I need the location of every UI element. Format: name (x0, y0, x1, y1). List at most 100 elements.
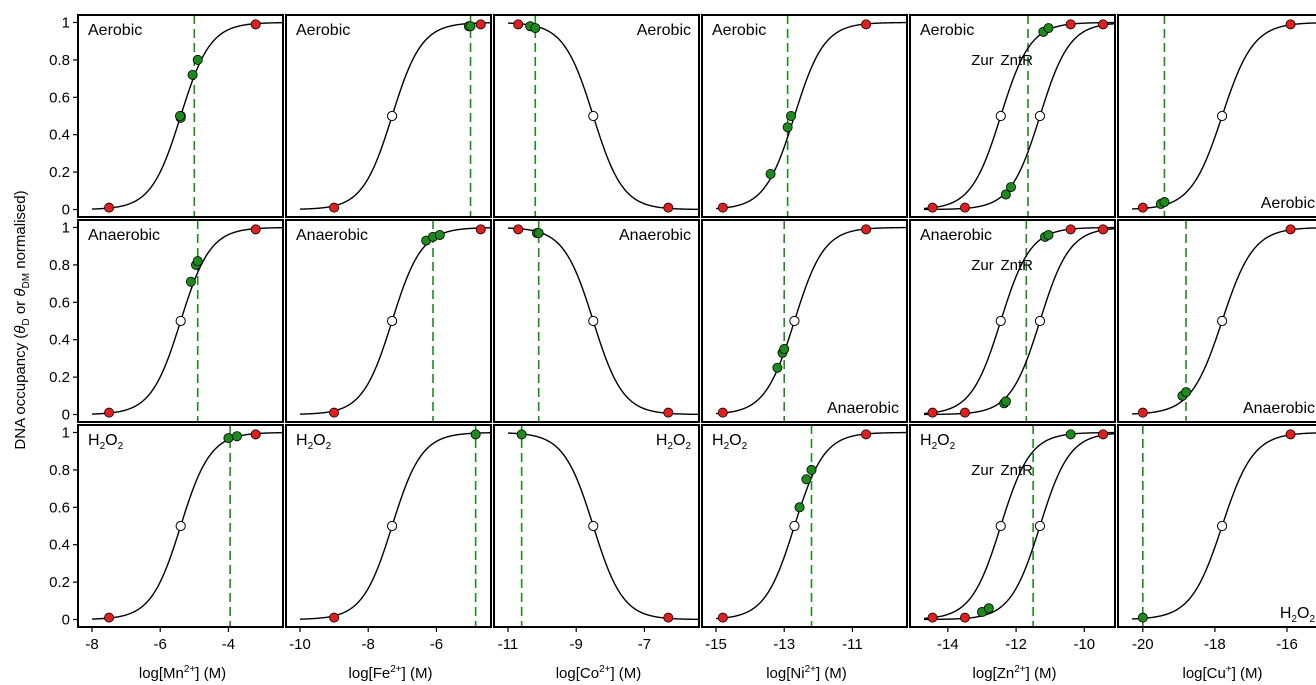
panel-zn-anaerobic: Zur ZntR Anaerobic (909, 219, 1116, 423)
x-tick-label: -15 (705, 636, 727, 653)
y-axis-label: DNA occupancy (θD or θDM normalised) (12, 190, 32, 449)
x-tick-label: -8 (362, 636, 375, 653)
fit-curve-1 (91, 21, 283, 210)
open-point (588, 110, 599, 122)
panel-plot-area: H2O2 (88, 425, 283, 627)
fit-curve-1 (923, 431, 1115, 620)
y-tick-label: 0.2 (49, 164, 70, 181)
y-tick-label: 0.4 (49, 127, 70, 144)
panel-mn-aerobic: Aerobic 0 0.2 0.4 0.6 0.8 1 (49, 14, 284, 219)
y-tick-label: 0 (62, 407, 70, 424)
red-point (663, 202, 674, 213)
condition-title: Aerobic (920, 22, 974, 39)
red-point (104, 202, 115, 213)
condition-title: H2O2 (920, 432, 956, 452)
panel-co-aerobic: Aerobic (493, 14, 700, 218)
fit-curve-1 (923, 226, 1115, 415)
fit-curve-2 (924, 227, 1115, 416)
curve-label-zntr: ZntR (1000, 52, 1033, 69)
green-point (1043, 23, 1054, 34)
open-point (1216, 110, 1228, 122)
condition-title: Anaerobic (619, 227, 691, 244)
open-point (175, 520, 186, 532)
curve-label-zntr: ZntR (1000, 257, 1033, 274)
panel-co-h2o2: H2O2 -11 -9 -7 (493, 424, 700, 653)
panel-frame (493, 424, 700, 628)
panel-ni-h2o2: H2O2 -15 -13 -11 (701, 424, 908, 653)
fit-curve-1 (91, 226, 283, 415)
red-point (1137, 407, 1148, 418)
panel-frame (701, 424, 908, 628)
green-point (530, 23, 541, 34)
red-point (250, 224, 261, 235)
panel-co-anaerobic: Anaerobic (493, 219, 700, 423)
panel-plot-area: Anaerobic (296, 220, 491, 422)
x-tick-label: -20 (1132, 636, 1154, 653)
panel-mn-h2o2: H2O2 0 0.2 0.4 0.6 0.8 1 -8 -6 -4 (49, 424, 284, 653)
panel-plot-area: Anaerobic (715, 220, 907, 422)
x-tick-label: -13 (773, 636, 795, 653)
red-point (927, 407, 938, 418)
red-point (927, 612, 938, 623)
y-tick-label: 0.4 (49, 537, 70, 554)
x-tick-label: -9 (570, 636, 583, 653)
panel-plot-area: Aerobic (1131, 15, 1316, 217)
red-point (717, 407, 728, 418)
x-tick-label: -4 (222, 636, 235, 653)
condition-title: Aerobic (712, 22, 766, 39)
panel-plot-area: Aerobic (296, 15, 491, 217)
curve-label-zur: Zur (971, 462, 994, 479)
green-point (533, 228, 544, 239)
panel-plot-area: Aerobic (88, 15, 283, 217)
red-point (1137, 202, 1148, 213)
panel-plot-area: H2O2 (296, 425, 491, 627)
condition-title: H2O2 (656, 432, 692, 452)
x-tick-label: -6 (430, 636, 443, 653)
y-tick-label: 0.8 (49, 462, 70, 479)
green-point (223, 433, 234, 444)
panel-ni-anaerobic: Anaerobic (701, 219, 908, 423)
green-point (1137, 612, 1148, 623)
fit-curve-1 (507, 22, 699, 211)
red-point (1098, 224, 1109, 235)
fit-curve-1 (507, 432, 699, 621)
x-tick-label: -12 (1005, 636, 1027, 653)
open-point (386, 520, 398, 532)
red-point (329, 407, 340, 418)
panel-frame (285, 219, 492, 423)
x-tick-label: -10 (1073, 636, 1095, 653)
x-tick-label: -14 (937, 636, 959, 653)
open-point (386, 315, 398, 327)
panel-frame (1117, 219, 1316, 423)
y-tick-label: 0.6 (49, 294, 70, 311)
panel-frame (285, 424, 492, 628)
x-tick-label: -18 (1204, 636, 1226, 653)
panel-fe-h2o2: H2O2 -10 -8 -6 (285, 424, 492, 653)
panel-fe-aerobic: Aerobic (285, 14, 492, 218)
fit-curve-1 (715, 21, 907, 210)
condition-title: Anaerobic (88, 227, 160, 244)
panel-plot-area: Anaerobic (507, 220, 699, 422)
red-point (1285, 429, 1296, 440)
fit-curve-2 (924, 22, 1115, 211)
curve-label-zntr: ZntR (1000, 462, 1033, 479)
x-axis-label-co: log[Co2+] (M) (556, 664, 642, 682)
green-point (782, 122, 793, 133)
green-point (231, 431, 242, 442)
x-tick-label: -11 (498, 636, 519, 653)
x-axis-label-cu: log[Cu+] (M) (1182, 664, 1262, 682)
red-point (861, 429, 872, 440)
panel-plot-area: Anaerobic (88, 220, 283, 422)
red-point (104, 407, 115, 418)
y-tick-label: 0.8 (49, 257, 70, 274)
green-point (1000, 396, 1011, 407)
panel-frame (77, 219, 284, 423)
green-point (187, 69, 198, 80)
panel-mn-anaerobic: Anaerobic 0 0.2 0.4 0.6 0.8 1 (49, 219, 284, 424)
x-tick-label: -16 (1276, 636, 1298, 653)
red-point (1098, 19, 1109, 30)
panel-frame (909, 219, 1116, 423)
curve-label-zur: Zur (971, 257, 994, 274)
fit-curve-1 (507, 227, 699, 416)
